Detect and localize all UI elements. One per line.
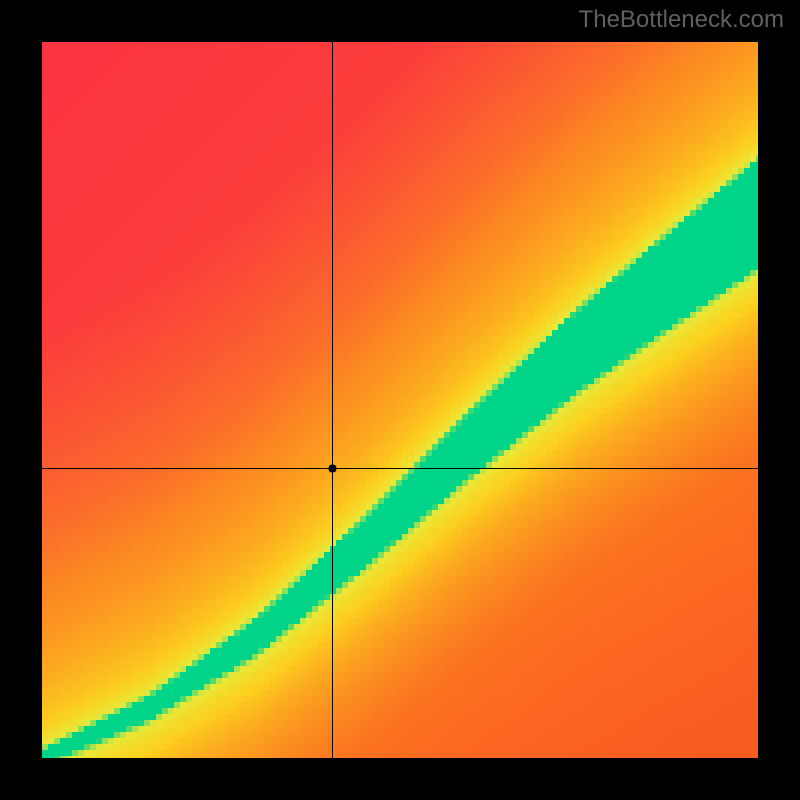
heatmap-canvas: [42, 42, 758, 758]
watermark-text: TheBottleneck.com: [579, 6, 784, 34]
plot-area: [42, 42, 758, 758]
outer-frame: TheBottleneck.com: [0, 0, 800, 800]
